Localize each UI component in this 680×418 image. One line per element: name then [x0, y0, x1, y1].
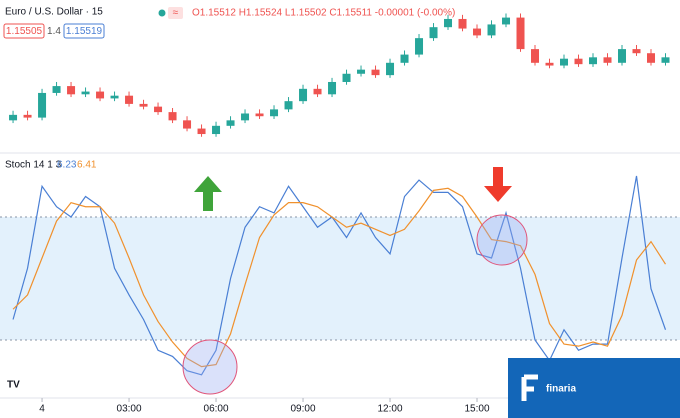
sell-arrow: [484, 167, 512, 202]
candle-body: [81, 91, 90, 95]
candle-body: [183, 120, 192, 129]
annotations: TV finaria: [7, 167, 680, 418]
tv-logo: TV: [7, 380, 20, 391]
candle-body: [125, 95, 134, 104]
logo-box: [508, 358, 680, 418]
symbol-title: Euro / U.S. Dollar · 15: [5, 7, 103, 18]
status-dot: [158, 9, 166, 17]
stoch-line: [12, 187, 667, 368]
candle-body: [9, 114, 18, 121]
candle-body: [226, 120, 235, 126]
candle-body: [139, 103, 148, 107]
x-tick-label: 03:00: [117, 404, 142, 415]
candle-body: [632, 49, 641, 54]
candle-body: [241, 113, 250, 121]
candle-body: [357, 69, 366, 74]
candle-body: [531, 49, 540, 63]
candle-body: [212, 125, 221, 135]
candle-body: [589, 57, 598, 65]
candle-body: [415, 38, 424, 55]
ohlc-values: O1.15512 H1.15524 L1.15502 C1.15511 -0.0…: [192, 8, 455, 19]
buy-arrow: [194, 176, 222, 211]
candle-body: [386, 62, 395, 76]
oversold-circle: [182, 339, 238, 395]
candle-body: [473, 28, 482, 36]
candle-body: [371, 69, 380, 76]
candle-body: [299, 88, 308, 102]
candle-body: [618, 49, 627, 63]
x-tick-label: 06:00: [204, 404, 229, 415]
candle-body: [545, 62, 554, 66]
candle-body: [284, 101, 293, 110]
candle-body: [23, 114, 32, 118]
candle-body: [313, 88, 322, 95]
candle-body: [574, 58, 583, 65]
candle-body: [38, 92, 47, 118]
candle-body: [168, 112, 177, 121]
candle-body: [52, 86, 61, 93]
stoch-line: [12, 175, 667, 376]
candle-body: [516, 17, 525, 50]
candle-body: [154, 106, 163, 113]
candle-body: [647, 53, 656, 63]
candle-body: [400, 54, 409, 63]
ask-price: 1.15519: [66, 26, 103, 37]
overbought-circle: [476, 214, 528, 266]
candle-body: [96, 91, 105, 99]
band-fill: [0, 217, 680, 340]
candle-body: [444, 18, 453, 28]
candle-body: [661, 57, 670, 63]
x-tick-label: 4: [39, 404, 45, 415]
candle-body: [328, 81, 337, 95]
candle-body: [110, 95, 119, 99]
stoch-pane: 4 03:00 06:00 09:00 12:00 15:00: [0, 175, 680, 415]
spread: 1.4: [47, 26, 61, 37]
candle-body: [342, 73, 351, 82]
bid-badge: [3, 23, 45, 39]
indicator-name: Stoch 14 1 3: [5, 160, 62, 171]
status-badge: [168, 7, 183, 19]
candle-body: [270, 109, 279, 117]
x-tick-label: 15:00: [464, 404, 489, 415]
candle-body: [429, 27, 438, 39]
candle-body: [560, 58, 569, 66]
status-icon: ≈: [173, 8, 179, 19]
candle-body: [67, 86, 76, 95]
candle-body: [197, 128, 206, 135]
x-tick-label: 09:00: [291, 404, 316, 415]
d-value: 6.41: [77, 160, 97, 171]
bid-price: 1.15505: [6, 26, 43, 37]
candle-body: [255, 113, 264, 117]
logo-text: finaria: [546, 384, 576, 395]
candle-body: [458, 18, 467, 29]
candle-body: [603, 57, 612, 63]
k-value: 6.23: [57, 160, 77, 171]
price-pane: [9, 13, 670, 137]
candle-body: [502, 17, 511, 25]
candle-body: [487, 24, 496, 36]
ask-badge: [63, 23, 105, 39]
logo-icon: [521, 374, 538, 401]
x-tick-label: 12:00: [378, 404, 403, 415]
